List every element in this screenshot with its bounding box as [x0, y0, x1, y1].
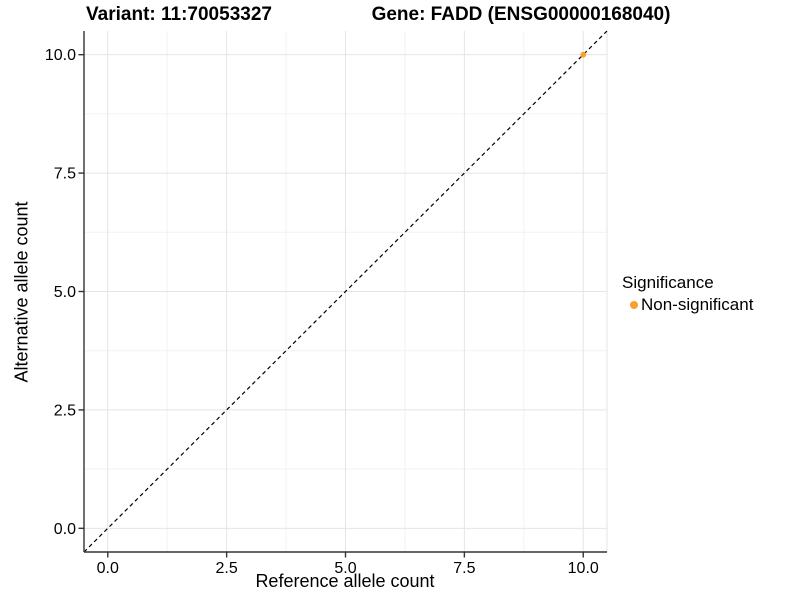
plot-title-variant: Variant: 11:70053327: [86, 4, 272, 25]
y-axis-title: Alternative allele count: [11, 201, 32, 383]
legend-item-label: Non-significant: [641, 295, 754, 314]
legend: Significance Non-significant: [622, 273, 753, 315]
x-axis-title: Reference allele count: [255, 571, 435, 591]
y-tick-label: 7.5: [54, 166, 76, 183]
legend-title: Significance: [622, 273, 714, 292]
data-point: [580, 51, 587, 58]
x-tick-label: 10.0: [568, 560, 599, 577]
x-tick-label: 7.5: [453, 560, 475, 577]
legend-item: Non-significant: [622, 295, 753, 315]
plot-title-gene: Gene: FADD (ENSG00000168040): [371, 4, 671, 25]
y-tick-label: 5.0: [54, 284, 76, 301]
x-tick-label: 2.5: [216, 560, 238, 577]
legend-marker-circle-icon: [630, 301, 638, 309]
y-tick-label: 2.5: [54, 402, 76, 419]
y-tick-label: 10.0: [45, 47, 76, 64]
x-tick-label: 0.0: [97, 560, 119, 577]
identity-line: [83, 30, 608, 553]
y-tick-label: 0.0: [54, 521, 76, 538]
x-tick-label: 5.0: [334, 560, 356, 577]
